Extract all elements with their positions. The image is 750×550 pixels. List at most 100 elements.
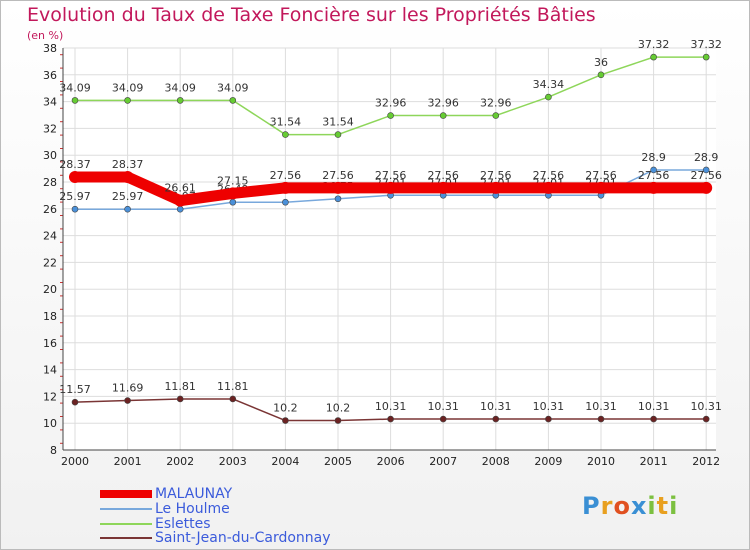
data-label-saint-jean-du-cardonnay-2011: 10.31 [638, 400, 670, 413]
x-tick-label-2002: 2002 [166, 455, 194, 468]
data-label-le-houlme-2000: 25.97 [59, 190, 91, 203]
point-eslettes-2005 [334, 131, 342, 138]
point-eslettes-2006 [387, 112, 394, 119]
point-le-houlme-2002 [176, 205, 184, 213]
legend-item-saint-jean-du-cardonnay: Saint-Jean-du-Cardonnay [100, 529, 331, 546]
point-le-houlme-2003 [229, 198, 237, 206]
point-malaunay-2008 [489, 181, 502, 194]
point-saint-jean-du-cardonnay-2000 [71, 398, 79, 406]
y-tick-label-20: 20 [43, 283, 57, 296]
data-label-eslettes-2010: 36 [594, 56, 608, 69]
logo-letter: x [630, 492, 648, 520]
data-label-malaunay-2003: 27.15 [217, 174, 249, 187]
legend-swatch-malaunay [100, 489, 152, 498]
data-label-malaunay-2004: 27.56 [270, 169, 302, 182]
point-eslettes-2001 [124, 97, 131, 104]
x-tick-label-2008: 2008 [482, 455, 510, 468]
point-le-houlme-2004 [282, 198, 289, 206]
data-label-eslettes-2004: 31.54 [270, 116, 302, 129]
point-malaunay-2009 [542, 181, 555, 194]
point-saint-jean-du-cardonnay-2001 [124, 397, 131, 404]
data-label-malaunay-2012: 27.56 [690, 169, 722, 182]
data-label-le-houlme-2012: 28.9 [694, 151, 719, 164]
data-label-eslettes-2005: 31.54 [322, 116, 354, 129]
y-tick-label-22: 22 [43, 256, 57, 269]
point-saint-jean-du-cardonnay-2008 [492, 415, 500, 423]
y-tick-label-18: 18 [43, 310, 57, 323]
point-eslettes-2003 [229, 97, 237, 104]
point-malaunay-2005 [332, 181, 344, 194]
point-le-houlme-2001 [124, 205, 131, 213]
logo-letter: t [656, 492, 670, 520]
data-label-saint-jean-du-cardonnay-2010: 10.31 [585, 400, 617, 413]
legend-item-malaunay: MALAUNAY [100, 486, 232, 502]
point-eslettes-2010 [597, 71, 605, 79]
y-tick-label-16: 16 [43, 337, 57, 350]
point-malaunay-2010 [595, 181, 607, 194]
data-label-saint-jean-du-cardonnay-2006: 10.31 [375, 400, 407, 413]
y-tick-label-10: 10 [43, 417, 57, 430]
x-tick-label-2001: 2001 [114, 455, 142, 468]
logo-letter: P [582, 492, 601, 520]
legend-label-eslettes: Eslettes [155, 515, 211, 532]
data-label-eslettes-2003: 34.09 [217, 81, 249, 94]
point-saint-jean-du-cardonnay-2010 [597, 415, 605, 423]
point-saint-jean-du-cardonnay-2011 [650, 415, 657, 423]
y-tick-label-38: 38 [43, 42, 57, 55]
y-tick-label-34: 34 [43, 96, 57, 109]
y-tick-label-32: 32 [43, 122, 57, 135]
data-label-eslettes-2007: 32.96 [427, 97, 459, 110]
point-le-houlme-2000 [71, 205, 79, 213]
data-label-malaunay-2006: 27.56 [375, 169, 407, 182]
data-label-saint-jean-du-cardonnay-2009: 10.31 [533, 400, 565, 413]
point-malaunay-2007 [437, 181, 450, 194]
data-label-eslettes-2000: 34.09 [59, 81, 91, 94]
data-label-malaunay-2000: 28.37 [59, 158, 91, 171]
point-malaunay-2012 [700, 181, 713, 194]
data-label-malaunay-2011: 27.56 [638, 169, 670, 182]
legend-swatch-saint-jean-du-cardonnay [100, 536, 152, 539]
data-label-eslettes-2009: 34.34 [533, 78, 565, 91]
y-tick-label-12: 12 [43, 390, 57, 403]
data-label-malaunay-2007: 27.56 [427, 169, 459, 182]
logo-letter: i [647, 492, 657, 520]
legend-label-saint-jean-du-cardonnay: Saint-Jean-du-Cardonnay [155, 529, 331, 546]
point-eslettes-2000 [71, 97, 79, 104]
point-eslettes-2004 [282, 131, 289, 138]
point-eslettes-2012 [702, 53, 710, 61]
x-tick-label-2004: 2004 [271, 455, 299, 468]
data-label-eslettes-2011: 37.32 [638, 38, 670, 51]
data-label-le-houlme-2011: 28.9 [641, 151, 666, 164]
data-label-saint-jean-du-cardonnay-2001: 11.69 [112, 382, 144, 395]
point-eslettes-2011 [650, 53, 657, 61]
y-tick-label-14: 14 [43, 364, 57, 377]
point-malaunay-2006 [384, 181, 397, 194]
data-label-eslettes-2008: 32.96 [480, 97, 512, 110]
point-le-houlme-2012 [702, 166, 710, 174]
point-saint-jean-du-cardonnay-2006 [387, 415, 394, 423]
y-tick-label-26: 26 [43, 203, 57, 216]
data-label-saint-jean-du-cardonnay-2000: 11.57 [59, 383, 91, 396]
x-tick-label-2000: 2000 [61, 455, 89, 468]
x-tick-label-2006: 2006 [377, 455, 405, 468]
data-label-eslettes-2012: 37.32 [690, 38, 722, 51]
point-le-houlme-2005 [334, 195, 342, 203]
data-label-eslettes-2006: 32.96 [375, 97, 407, 110]
logo-letter: o [613, 492, 631, 520]
data-label-malaunay-2002: 26.61 [164, 182, 196, 195]
y-tick-label-30: 30 [43, 149, 57, 162]
y-tick-label-8: 8 [50, 444, 57, 457]
x-tick-label-2012: 2012 [692, 455, 720, 468]
data-label-saint-jean-du-cardonnay-2008: 10.31 [480, 400, 512, 413]
data-label-malaunay-2009: 27.56 [533, 169, 565, 182]
data-label-malaunay-2008: 27.56 [480, 169, 512, 182]
data-label-saint-jean-du-cardonnay-2012: 10.31 [690, 400, 722, 413]
data-label-malaunay-2001: 28.37 [112, 158, 144, 171]
point-malaunay-2011 [647, 181, 660, 194]
point-saint-jean-du-cardonnay-2012 [702, 415, 710, 423]
x-tick-label-2009: 2009 [534, 455, 562, 468]
logo-letter: i [669, 492, 679, 520]
x-tick-label-2005: 2005 [324, 455, 352, 468]
point-eslettes-2008 [492, 112, 500, 119]
